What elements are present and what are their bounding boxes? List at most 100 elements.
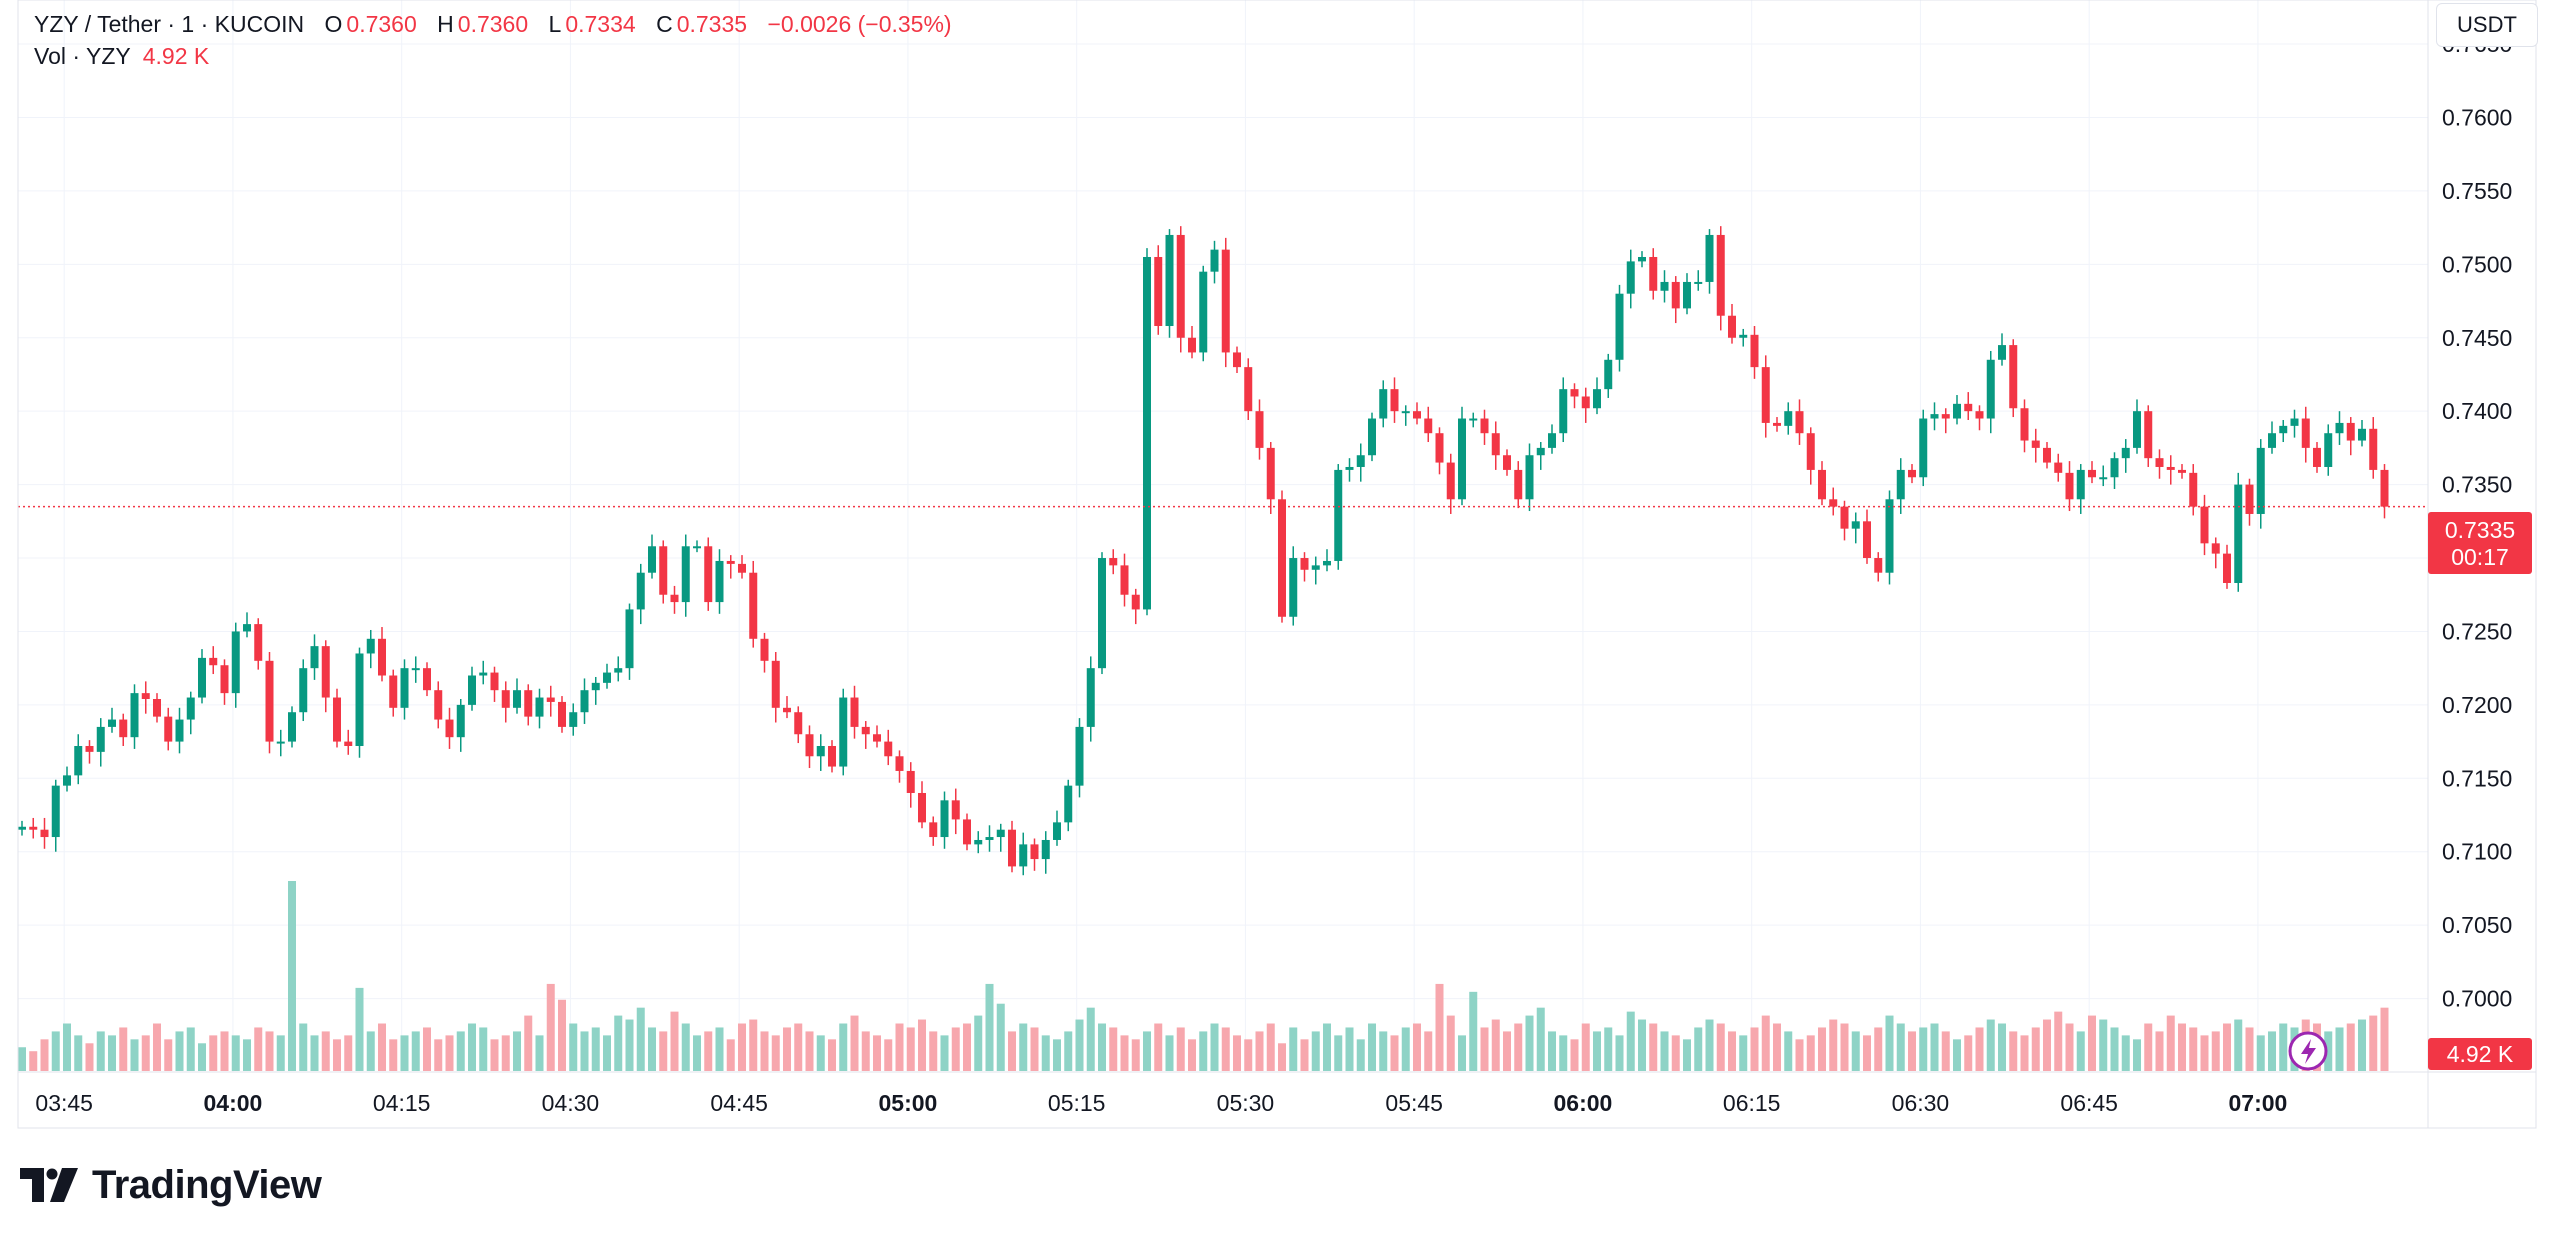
volume-bar xyxy=(2369,1015,2378,1071)
volume-bar xyxy=(1221,1027,1230,1071)
candle-body xyxy=(996,829,1005,838)
candle-body xyxy=(490,672,499,691)
volume-bar xyxy=(1491,1019,1500,1071)
volume-bar xyxy=(456,1031,465,1071)
volume-bar xyxy=(85,1043,94,1071)
volume-bar xyxy=(423,1027,431,1071)
candle-body xyxy=(580,690,589,713)
candle-body xyxy=(1660,281,1669,291)
candle-body xyxy=(1863,521,1871,559)
candle-body xyxy=(1885,499,1894,573)
candle-body xyxy=(96,726,105,752)
volume-bar xyxy=(749,1019,758,1071)
candle-body xyxy=(1615,293,1624,360)
volume-bar xyxy=(828,1039,836,1071)
volume-bar xyxy=(895,1023,904,1071)
candle-body xyxy=(1300,558,1309,570)
volume-bar xyxy=(546,983,555,1071)
volume-bar xyxy=(985,983,994,1071)
candle-body xyxy=(2020,408,2029,441)
volume-bar xyxy=(29,1051,38,1071)
candle-body xyxy=(186,697,195,720)
candle-body xyxy=(715,560,724,603)
candle-body xyxy=(1458,418,1466,500)
candle-body xyxy=(1491,433,1500,456)
currency-button[interactable]: USDT xyxy=(2436,3,2538,47)
candle-body xyxy=(535,697,544,717)
candle-body xyxy=(63,775,71,786)
volume-bar xyxy=(1581,1023,1590,1071)
volume-bar xyxy=(1716,1023,1725,1071)
candle-body xyxy=(40,829,49,838)
candle-body xyxy=(816,745,825,757)
volume-bar xyxy=(1874,1027,1883,1071)
price-change: −0.0026 (−0.35%) xyxy=(767,11,952,37)
volume-legend: Vol · YZY 4.92 K xyxy=(34,40,209,72)
volume-bar xyxy=(1086,1007,1095,1071)
lightning-icon[interactable] xyxy=(2288,1031,2328,1071)
time-tick-label: 06:15 xyxy=(1723,1090,1781,1116)
volume-bar xyxy=(603,1035,611,1071)
candle-body xyxy=(310,646,319,669)
volume-bar xyxy=(1514,1023,1523,1071)
candle-body xyxy=(1570,389,1579,397)
volume-bar xyxy=(445,1035,454,1071)
volume-bar xyxy=(1615,1035,1624,1071)
time-axis[interactable]: 03:45 04:00 04:15 04:30 04:45 05:00 05:15 05:30… xyxy=(35,1090,2287,1116)
price-tick-label: 0.7550 xyxy=(2442,178,2512,204)
volume-bar xyxy=(2020,1035,2029,1071)
volume-bar xyxy=(130,1039,139,1071)
candle-body xyxy=(1986,359,1995,419)
candle-body xyxy=(445,719,454,738)
volume-bar xyxy=(2110,1027,2119,1071)
candles xyxy=(18,226,2389,876)
candle-body xyxy=(906,770,915,793)
volume-bar xyxy=(783,1027,791,1071)
volume-bar xyxy=(108,1035,116,1071)
volume-bar xyxy=(1559,1035,1568,1071)
volume-bar xyxy=(153,1023,161,1071)
candle-body xyxy=(2290,418,2299,426)
candle-body xyxy=(2031,440,2040,448)
candle-body xyxy=(884,741,893,757)
volume-bar xyxy=(40,1039,49,1071)
volume-bar xyxy=(18,1047,26,1071)
volume-bar xyxy=(693,1035,701,1071)
candle-body xyxy=(378,638,386,676)
volume-bar xyxy=(1199,1031,1208,1071)
volume-bar xyxy=(2065,1023,2074,1071)
volume-bar xyxy=(1008,1031,1016,1071)
tradingview-logo[interactable]: TradingView xyxy=(20,1160,322,1210)
volume-bar xyxy=(996,1003,1005,1071)
candle-body xyxy=(546,697,555,702)
candle-body xyxy=(1784,411,1793,426)
volume-bar xyxy=(1120,1035,1129,1071)
candle-body xyxy=(2234,484,2243,583)
candle-body xyxy=(175,719,184,742)
candle-body xyxy=(1840,506,1849,529)
candle-body xyxy=(1851,521,1860,529)
volume-bar xyxy=(1536,1007,1545,1071)
candle-body xyxy=(1413,411,1421,419)
candle-body xyxy=(1671,281,1680,309)
volume-bar xyxy=(951,1027,960,1071)
candle-body xyxy=(1131,594,1140,610)
volume-bars xyxy=(18,881,2389,1071)
symbol-title[interactable]: YZY / Tether · 1 · KUCOIN xyxy=(34,11,305,37)
volume-bar xyxy=(715,1027,724,1071)
volume-bar xyxy=(1885,1015,1894,1071)
chart-grid xyxy=(18,0,2428,1072)
time-tick-label: 05:15 xyxy=(1048,1090,1106,1116)
time-tick-label: 03:45 xyxy=(35,1090,93,1116)
candle-body xyxy=(1705,234,1714,282)
candle-body xyxy=(1008,829,1016,867)
volume-bar xyxy=(310,1035,319,1071)
volume-bar xyxy=(434,1039,443,1071)
volume-label[interactable]: Vol · YZY xyxy=(34,43,131,69)
volume-bar xyxy=(2166,1015,2175,1071)
volume-bar xyxy=(186,1027,195,1071)
candle-body xyxy=(670,594,679,603)
volume-bar xyxy=(1075,1019,1084,1071)
price-tick-label: 0.7000 xyxy=(2442,986,2512,1012)
